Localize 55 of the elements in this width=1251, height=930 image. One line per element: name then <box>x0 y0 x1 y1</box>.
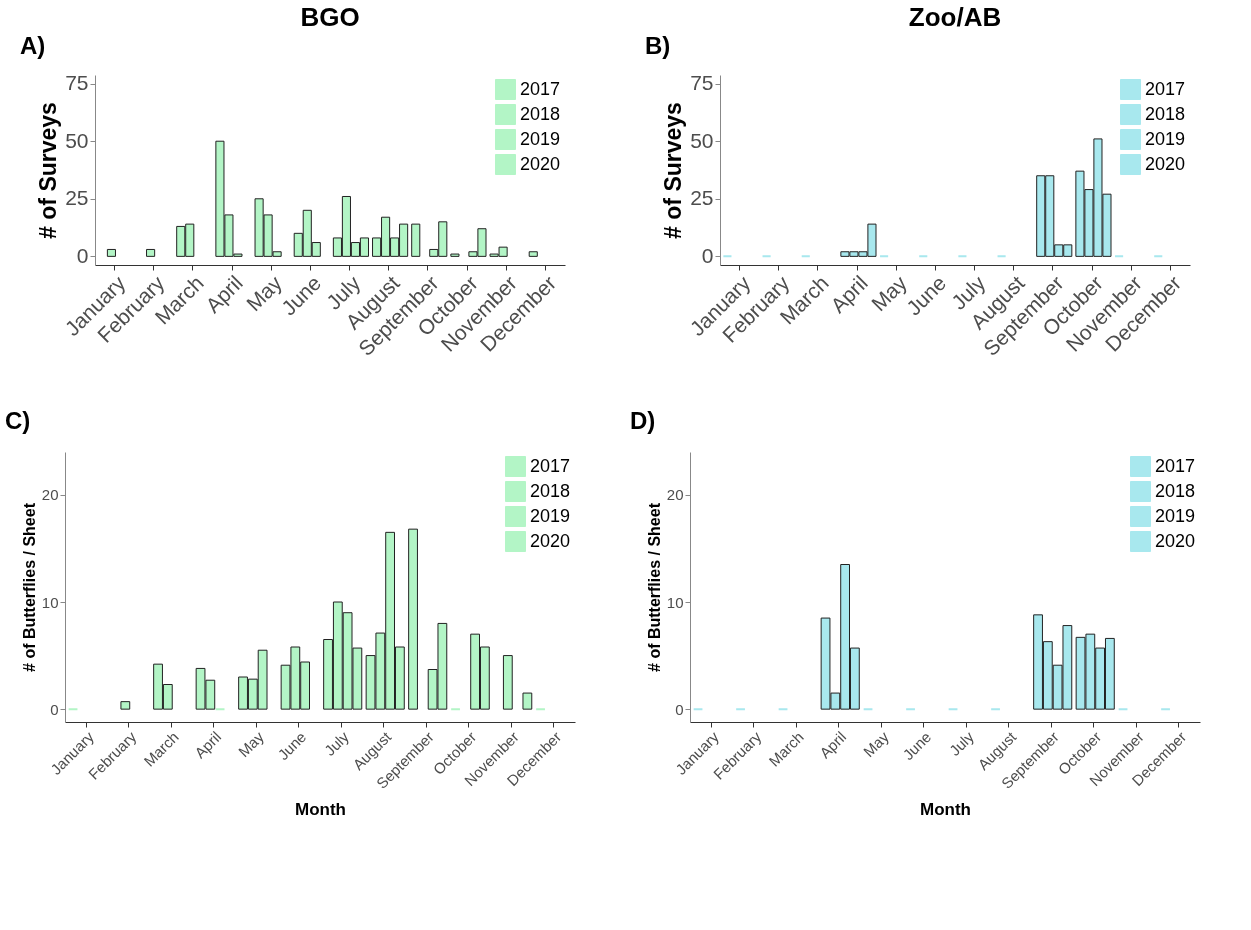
y-tick-label: 0 <box>76 243 89 267</box>
text: D) <box>630 407 656 434</box>
y-axis-title: # of Surveys <box>35 102 62 239</box>
y-axis-title: # of Butterflies / Sheet <box>20 502 38 672</box>
y-tick-label: 0 <box>701 243 714 267</box>
legend-label: 2020 <box>530 530 571 551</box>
legend-label: 2018 <box>530 480 571 501</box>
legend-label: 2020 <box>1145 153 1186 174</box>
legend-label: 2018 <box>1155 480 1196 501</box>
legend-label: 2019 <box>1145 128 1186 149</box>
y-tick-label: 75 <box>690 71 714 95</box>
legend-label: 2018 <box>1145 103 1186 124</box>
x-axis-title: Month <box>295 799 346 819</box>
text: B) <box>645 32 671 59</box>
y-tick-label: 10 <box>41 593 59 611</box>
y-tick-label: 50 <box>690 128 714 152</box>
x-tick-label: July <box>320 727 353 759</box>
x-axis-title: Month <box>920 799 971 819</box>
y-tick-label: 0 <box>675 700 684 718</box>
bar <box>146 248 156 257</box>
text: C) <box>5 407 31 434</box>
legend-label: 2020 <box>1155 530 1196 551</box>
legend-label: 2017 <box>1145 78 1186 99</box>
legend-label: 2018 <box>520 103 561 124</box>
text: A) <box>20 32 46 59</box>
y-tick-label: 20 <box>41 486 59 504</box>
y-tick-label: 25 <box>690 186 714 210</box>
x-tick-label: May <box>234 727 268 761</box>
x-tick-label: May <box>859 727 893 761</box>
legend-label: 2019 <box>1155 505 1196 526</box>
y-tick-label: 75 <box>65 71 89 95</box>
legend-label: 2019 <box>530 505 571 526</box>
bar <box>522 692 533 710</box>
bar <box>502 655 513 710</box>
y-tick-label: 25 <box>65 186 89 210</box>
bar <box>450 253 460 257</box>
legend-label: 2020 <box>520 153 561 174</box>
bar <box>120 701 131 710</box>
legend-label: 2017 <box>530 455 571 476</box>
y-axis-title: # of Surveys <box>660 102 687 239</box>
y-tick-label: 0 <box>50 700 59 718</box>
bar <box>408 528 418 710</box>
y-tick-label: 10 <box>666 593 684 611</box>
y-tick-label: 50 <box>65 128 89 152</box>
bar <box>528 251 538 257</box>
legend-label: 2017 <box>1155 455 1196 476</box>
chart-title: BGO <box>300 2 360 32</box>
y-tick-label: 20 <box>666 486 684 504</box>
bar <box>411 223 421 257</box>
bar <box>106 248 116 257</box>
legend-label: 2017 <box>520 78 561 99</box>
x-tick-label: July <box>945 727 978 759</box>
legend-label: 2019 <box>520 128 561 149</box>
chart-title: Zoo/AB <box>908 2 1002 32</box>
y-axis-title: # of Butterflies / Sheet <box>645 502 663 672</box>
